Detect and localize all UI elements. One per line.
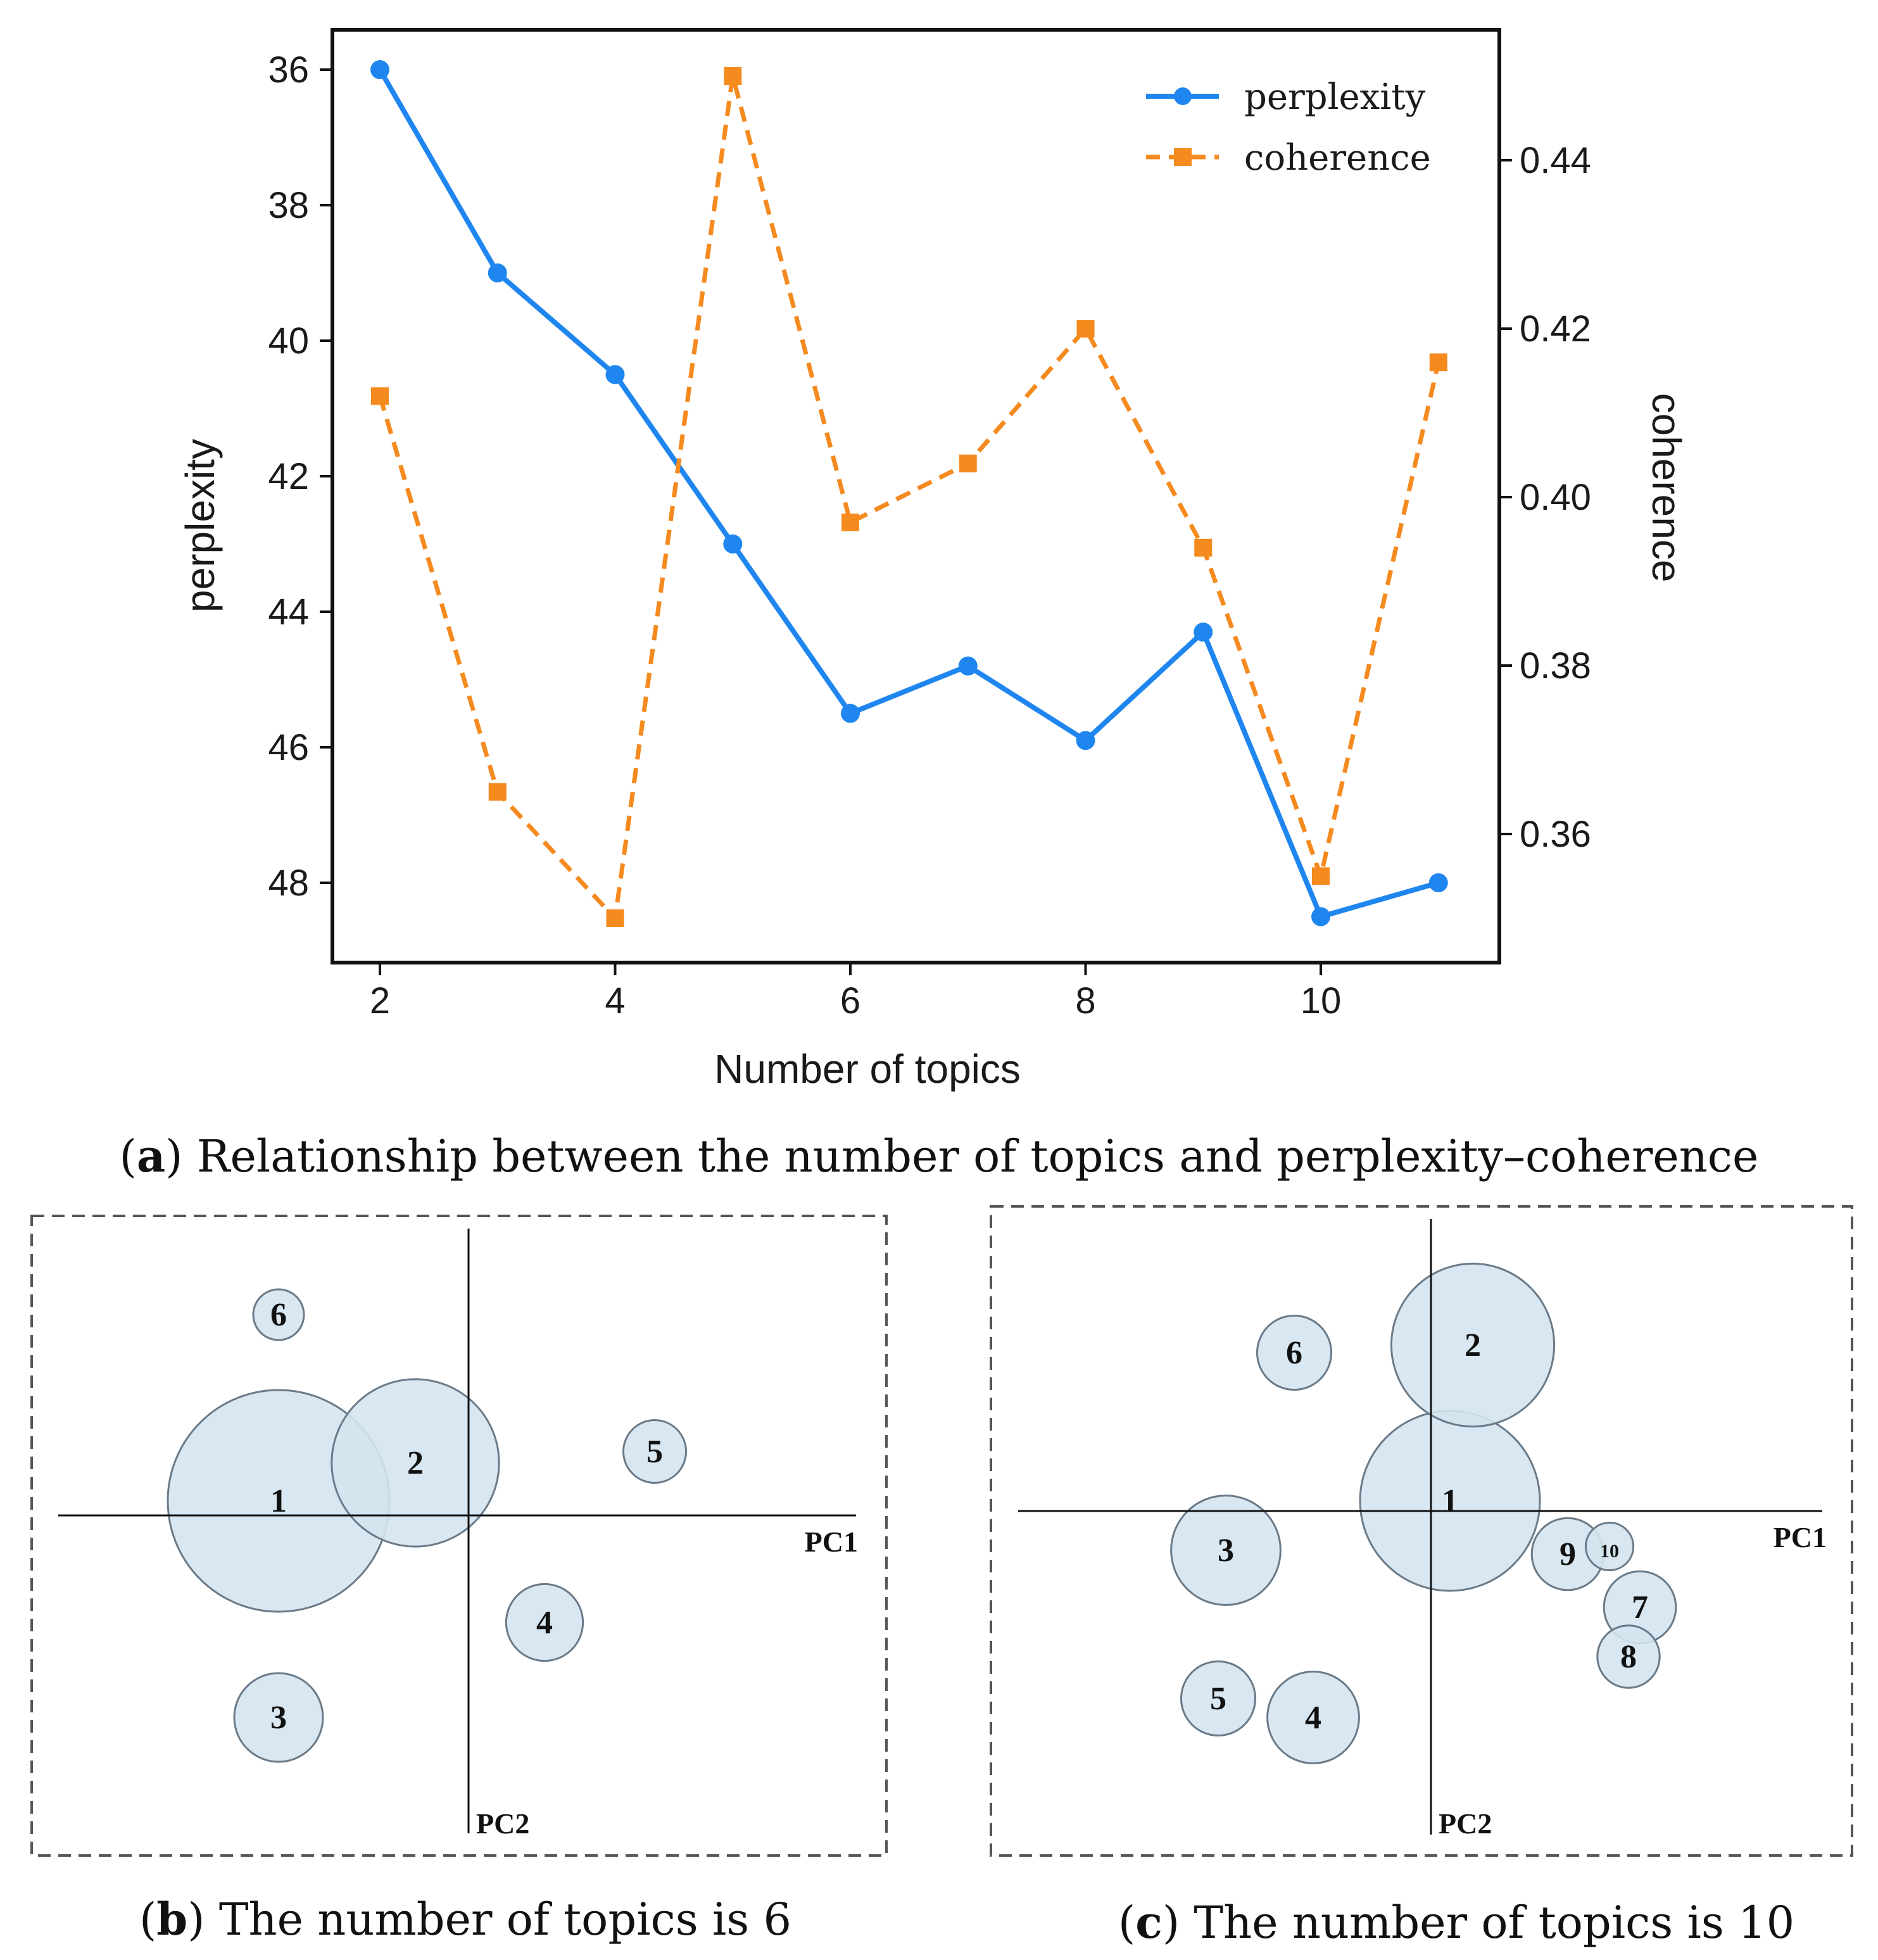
series-line-perplexity	[377, 68, 1439, 920]
legend-coherence-label: coherence	[1244, 137, 1431, 179]
topic-bubble-label: 4	[536, 1605, 553, 1641]
point-perplexity	[605, 365, 625, 384]
panel-c-bubble-map: 1 2 3 4 5 6 7 9 8 10 PC1 PC2 (c) The number of to…	[990, 1205, 1853, 1949]
point-perplexity	[1194, 623, 1213, 642]
y-tick-label: 40	[268, 320, 309, 362]
y-axis-label: perplexity	[177, 439, 223, 612]
y-tick-label: 38	[268, 185, 309, 226]
legend-coherence-marker	[1174, 148, 1192, 166]
topic-bubble-label: 5	[646, 1434, 663, 1470]
caption-c-label: c	[1135, 1896, 1163, 1949]
panel-a-line-chart: 2 4 6 8 10363840424446480.360.380.400.420.44…	[120, 28, 1759, 1182]
point-perplexity	[488, 263, 507, 282]
topic-bubble-3	[233, 1672, 324, 1763]
point-coherence	[606, 909, 624, 927]
bubble-group: 1 2 3 4 5 6	[167, 1288, 687, 1763]
point-coherence	[1429, 353, 1447, 372]
y2-tick-label: 0.40	[1520, 477, 1591, 518]
y-tick-label: 44	[268, 591, 309, 633]
topic-bubble-label: 7	[1632, 1590, 1648, 1626]
point-coherence	[1194, 538, 1213, 557]
topic-bubble-label: 3	[270, 1700, 287, 1736]
y2-axis-label: coherence	[1644, 393, 1689, 583]
x-tick-label: 2	[370, 980, 390, 1021]
y-tick-label: 48	[268, 863, 309, 904]
bubble-group: 1 2 3 4 5 6 7 9 8 10	[1170, 1262, 1677, 1764]
y2-tick-label: 0.36	[1520, 814, 1591, 855]
caption-a: (a) Relationship between the number of t…	[120, 1130, 1759, 1182]
point-coherence	[1312, 867, 1330, 885]
caption-a-label: a	[137, 1130, 165, 1182]
caption-c: (c) The number of topics is 10	[1118, 1896, 1794, 1949]
pc1-label: PC1	[805, 1526, 858, 1558]
topic-bubble-label: 1	[1442, 1483, 1458, 1519]
panel-b-frame	[30, 1215, 888, 1857]
panel-c-frame	[990, 1205, 1853, 1857]
topic-bubble-3	[1170, 1495, 1282, 1606]
topic-bubble-5	[622, 1419, 687, 1484]
legend-perplexity-label: perplexity	[1244, 77, 1426, 118]
caption-c-text: The number of topics is 10	[1194, 1897, 1794, 1949]
pc2-label: PC2	[476, 1807, 529, 1840]
point-perplexity	[723, 534, 743, 553]
topic-bubble-6	[1256, 1314, 1333, 1391]
y-tick-label: 42	[268, 456, 309, 497]
series-group	[370, 60, 1448, 927]
pc1-label: PC1	[1774, 1521, 1827, 1553]
point-perplexity	[841, 704, 860, 723]
topic-bubble-10	[1584, 1521, 1635, 1572]
point-coherence	[488, 783, 507, 801]
legend: perplexity coherence	[1146, 77, 1431, 179]
topic-bubble-4	[1266, 1671, 1360, 1764]
y-tick-label: 46	[268, 727, 309, 768]
point-perplexity	[1311, 907, 1330, 926]
point-perplexity	[1428, 873, 1448, 892]
point-coherence	[959, 454, 977, 472]
x-tick-label: 10	[1301, 980, 1342, 1021]
caption-a-text: Relationship between the number of topic…	[197, 1130, 1759, 1182]
topic-bubble-label: 1	[270, 1483, 287, 1519]
topic-bubble-2	[331, 1378, 500, 1548]
topic-bubble-label: 9	[1560, 1536, 1576, 1572]
topic-bubble-4	[505, 1583, 584, 1662]
point-coherence	[841, 513, 859, 531]
point-perplexity	[1076, 731, 1095, 750]
caption-b: (b) The number of topics is 6	[139, 1893, 791, 1945]
x-axis-label: Number of topics	[714, 1046, 1021, 1092]
series-line-coherence	[377, 73, 1441, 921]
topic-bubble-6	[252, 1288, 305, 1341]
topic-bubble-label: 6	[1286, 1335, 1302, 1371]
point-coherence	[1076, 320, 1095, 338]
point-perplexity	[958, 656, 978, 676]
caption-b-label: b	[156, 1893, 187, 1945]
topic-bubble-label: 4	[1305, 1700, 1321, 1736]
caption-b-text: The number of topics is 6	[219, 1894, 791, 1945]
topic-bubble-label: 6	[270, 1297, 287, 1333]
topic-bubble-label: 3	[1218, 1533, 1234, 1569]
point-coherence	[724, 67, 742, 85]
point-perplexity	[370, 60, 389, 79]
topic-bubble-label: 8	[1620, 1639, 1637, 1675]
panel-b-bubble-map: 1 2 3 4 5 6 PC1 PC2 (b) The number of topics …	[30, 1215, 888, 1945]
topic-bubble-5	[1180, 1660, 1257, 1737]
topic-bubble-label: 10	[1600, 1541, 1619, 1562]
x-tick-label: 8	[1075, 980, 1095, 1021]
y2-tick-label: 0.44	[1520, 140, 1591, 181]
topic-bubble-2	[1390, 1262, 1556, 1428]
topic-bubble-8	[1596, 1624, 1661, 1689]
y2-tick-label: 0.38	[1520, 645, 1591, 686]
topic-bubble-label: 2	[1465, 1327, 1481, 1363]
topic-bubble-label: 2	[407, 1445, 424, 1481]
point-coherence	[371, 387, 389, 405]
pc2-label: PC2	[1439, 1807, 1492, 1840]
x-tick-label: 6	[840, 980, 860, 1021]
y2-tick-label: 0.42	[1520, 308, 1591, 350]
plot-frame	[331, 28, 1501, 964]
x-tick-label: 4	[605, 980, 625, 1021]
legend-perplexity-marker	[1174, 87, 1192, 105]
topic-bubble-label: 5	[1210, 1681, 1226, 1717]
y-tick-label: 36	[268, 49, 309, 91]
